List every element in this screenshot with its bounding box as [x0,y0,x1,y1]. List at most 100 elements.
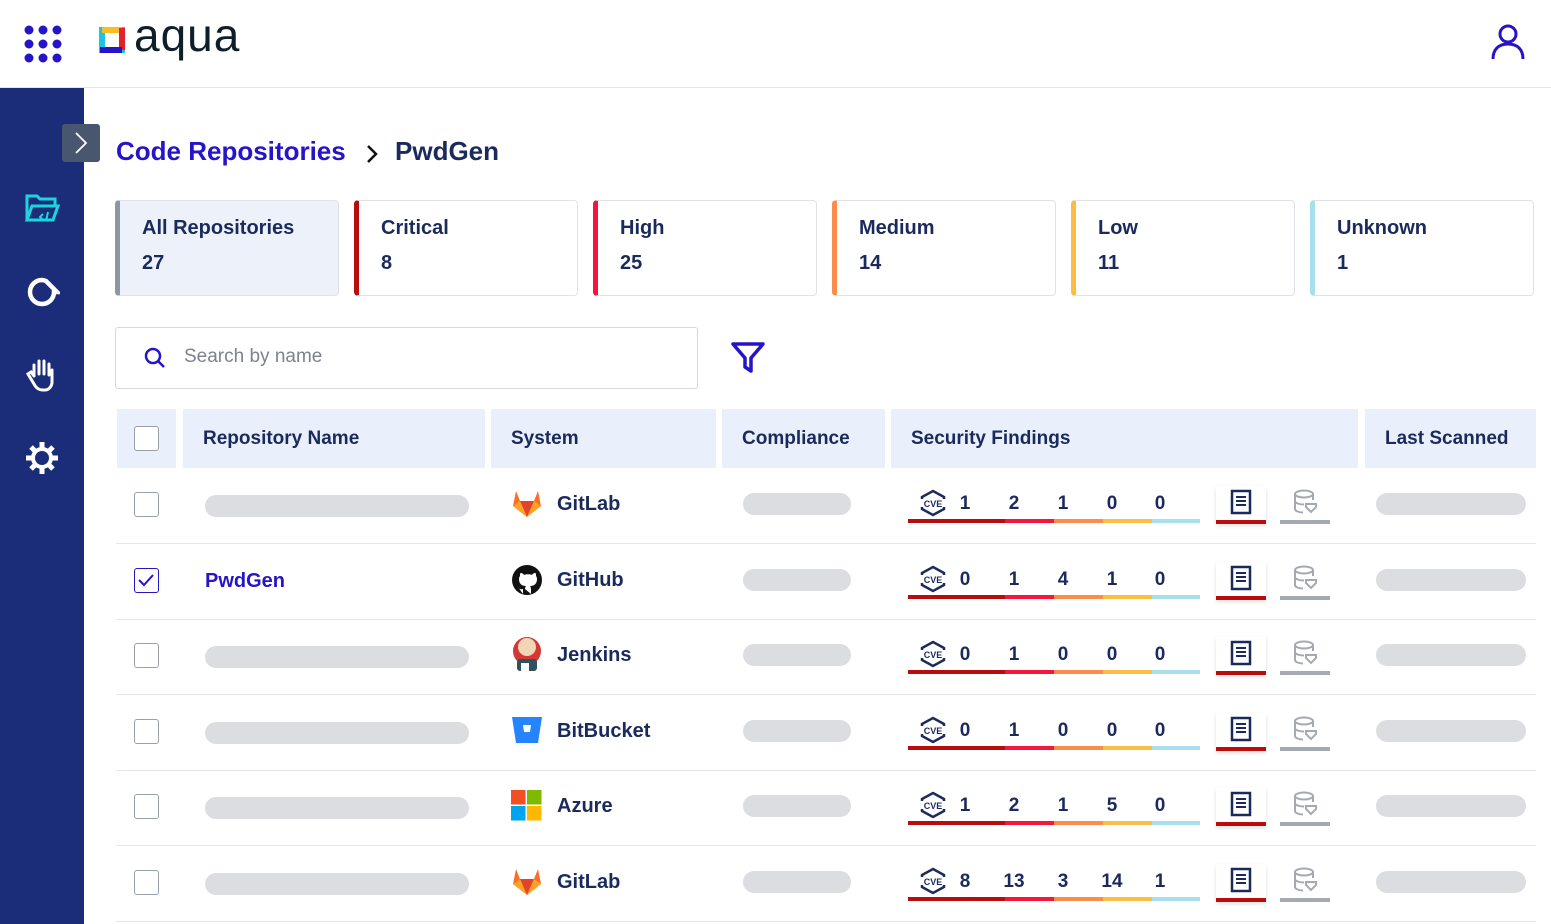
card-count: 14 [859,252,882,274]
severity-card-critical[interactable]: Critical 8 [354,200,578,296]
finding-count-high[interactable]: 2 [1008,795,1020,817]
folder-code-icon[interactable] [22,188,62,228]
cve-icon: CVE [919,867,947,900]
severity-bar-segment [908,745,1005,750]
finding-count-high[interactable]: 1 [1008,644,1020,666]
aqua-logo-icon [99,27,125,53]
search-box[interactable] [115,327,698,389]
row-checkbox[interactable] [134,492,159,517]
table-row[interactable]: Azure CVE 1 2 1 5 0 [116,770,1536,847]
aqua-drop-icon[interactable] [22,272,62,312]
row-checkbox[interactable] [134,794,159,820]
finding-count-medium[interactable]: 3 [1057,871,1069,892]
column-header-security-findings[interactable]: Security Findings [891,409,1358,468]
column-header-compliance[interactable]: Compliance [722,409,885,468]
database-scan-button[interactable] [1280,864,1330,902]
finding-count-unknown[interactable]: 0 [1154,568,1166,590]
finding-count-critical[interactable]: 0 [959,719,971,741]
logo-text: aqua [134,9,241,61]
repository-name-placeholder [205,495,469,517]
row-checkbox[interactable] [134,718,159,744]
finding-count-unknown[interactable]: 1 [1154,871,1166,892]
finding-count-unknown[interactable]: 0 [1154,493,1166,514]
finding-count-medium[interactable]: 1 [1057,795,1069,817]
card-label: Unknown [1337,217,1427,239]
severity-card-medium[interactable]: Medium 14 [832,200,1056,296]
filter-icon[interactable] [730,341,766,375]
severity-bar-segment [1005,519,1054,523]
card-count: 8 [381,252,393,274]
severity-card-high[interactable]: High 25 [593,200,817,296]
table-row[interactable]: GitLab CVE 8 13 3 14 1 [116,846,1536,922]
finding-count-medium[interactable]: 4 [1057,568,1069,590]
finding-count-unknown[interactable]: 0 [1154,795,1166,817]
database-scan-button[interactable] [1280,562,1330,600]
select-all-checkbox[interactable] [134,426,159,451]
finding-count-low[interactable]: 0 [1106,493,1118,514]
severity-bar-segment [1005,594,1054,599]
finding-count-high[interactable]: 1 [1008,719,1020,741]
finding-count-medium[interactable]: 0 [1057,644,1069,666]
table-row[interactable]: GitLab CVE 1 2 1 0 0 [116,468,1536,544]
user-icon[interactable] [1490,23,1526,61]
database-scan-button[interactable] [1280,637,1330,676]
table-row[interactable]: PwdGen GitHub CVE 0 1 4 1 0 [116,544,1536,620]
table-row[interactable]: BitBucket CVE 0 1 0 0 0 [116,695,1536,771]
search-input[interactable] [184,346,664,368]
severity-bar-segment [908,821,1005,826]
severity-card-unknown[interactable]: Unknown 1 [1310,200,1534,296]
repository-name-link[interactable]: PwdGen [205,569,286,592]
database-scan-button[interactable] [1280,788,1330,827]
breadcrumb-parent-link[interactable]: Code Repositories [116,136,346,166]
finding-count-high[interactable]: 13 [1003,871,1025,892]
finding-count-critical[interactable]: 0 [959,644,971,666]
finding-count-low[interactable]: 14 [1101,871,1123,892]
database-scan-button[interactable] [1280,486,1330,524]
severity-card-all-repositories[interactable]: All Repositories 27 [115,200,339,296]
finding-count-medium[interactable]: 1 [1057,493,1069,514]
report-button[interactable] [1216,864,1266,902]
finding-count-high[interactable]: 1 [1008,568,1020,590]
finding-count-low[interactable]: 0 [1106,719,1118,741]
svg-text:CVE: CVE [924,499,943,509]
column-header-system[interactable]: System [491,409,716,468]
document-icon [1230,867,1252,893]
card-label: Critical [381,217,449,239]
row-checkbox[interactable] [134,643,159,669]
report-button[interactable] [1216,562,1266,600]
finding-count-low[interactable]: 5 [1106,795,1118,817]
finding-count-low[interactable]: 1 [1106,568,1118,590]
severity-bar-segment [908,897,1005,901]
finding-count-high[interactable]: 2 [1008,493,1020,514]
column-header-last-scanned[interactable]: Last Scanned [1365,409,1536,468]
finding-count-critical[interactable]: 0 [959,568,971,590]
finding-count-critical[interactable]: 1 [959,795,971,817]
expand-sidebar-button[interactable] [62,124,100,162]
svg-text:CVE: CVE [924,801,943,811]
column-header-repository-name[interactable]: Repository Name [183,409,485,468]
report-button[interactable] [1216,486,1266,524]
finding-count-medium[interactable]: 0 [1057,719,1069,741]
cve-icon: CVE [919,716,947,749]
finding-count-unknown[interactable]: 0 [1154,644,1166,666]
severity-bar-segment [1152,821,1200,826]
gear-icon[interactable] [22,438,62,478]
severity-card-low[interactable]: Low 11 [1071,200,1295,296]
database-scan-button[interactable] [1280,713,1330,751]
report-button[interactable] [1216,713,1266,751]
finding-count-critical[interactable]: 1 [959,493,971,514]
table-row[interactable]: Jenkins CVE 0 1 0 0 0 [116,619,1536,696]
finding-count-critical[interactable]: 8 [959,871,971,892]
system-name: GitLab [557,871,621,893]
finding-count-low[interactable]: 0 [1106,644,1118,666]
breadcrumb-current: PwdGen [395,136,500,166]
row-checkbox[interactable] [134,567,159,593]
apps-grid-icon[interactable] [24,25,62,63]
report-button[interactable] [1216,637,1266,676]
hand-icon[interactable] [22,354,62,394]
report-button[interactable] [1216,788,1266,827]
row-checkbox[interactable] [134,870,159,895]
document-icon [1230,489,1252,515]
severity-bar-segment [1103,670,1152,675]
finding-count-unknown[interactable]: 0 [1154,719,1166,741]
